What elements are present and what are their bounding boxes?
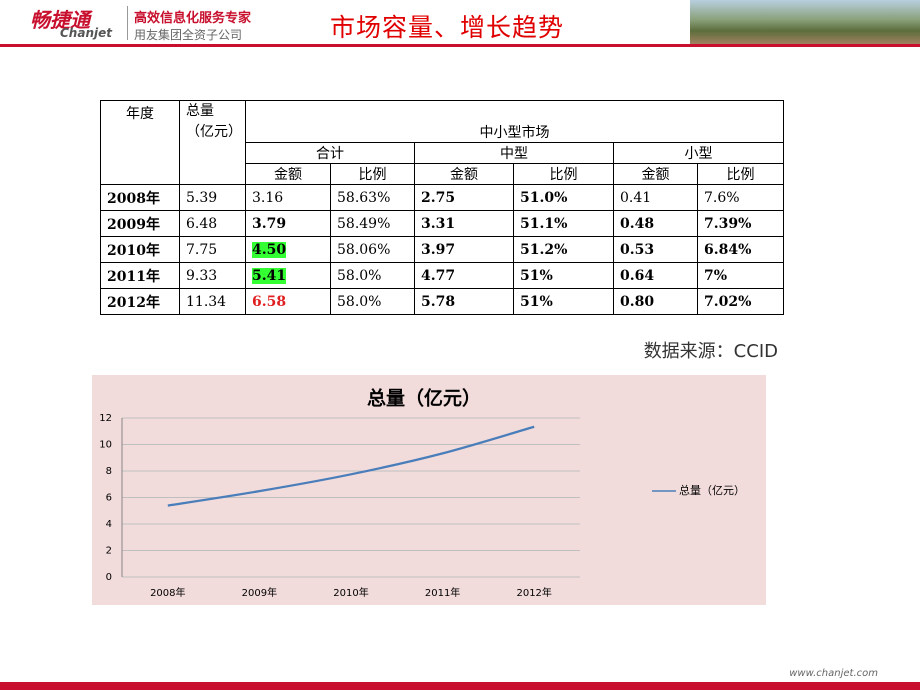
header-cell: 年度 bbox=[100, 100, 180, 185]
table-cell: 51% bbox=[513, 288, 614, 315]
y-tick-label: 6 bbox=[106, 493, 112, 504]
table-cell: 51.1% bbox=[513, 210, 614, 237]
highlight: 5.41 bbox=[252, 267, 287, 284]
table-cell: 7.75 bbox=[179, 236, 246, 263]
slogan: 高效信息化服务专家 bbox=[134, 11, 252, 26]
source-note: 数据来源：CCID bbox=[643, 341, 778, 362]
table-cell: 0.80 bbox=[613, 288, 698, 315]
table-row: 2011年 9.33 5.41 58.0% 4.77 51% 0.64 7% bbox=[100, 262, 784, 289]
table-cell: 9.33 bbox=[179, 262, 246, 289]
x-tick-label: 2009年 bbox=[242, 586, 277, 599]
table-cell: 6.58 bbox=[245, 288, 331, 315]
logo-cn: 畅捷通 bbox=[30, 8, 90, 32]
x-tick-label: 2010年 bbox=[333, 586, 368, 599]
footer-bar bbox=[0, 682, 920, 690]
table-cell: 51.0% bbox=[513, 184, 614, 211]
y-tick-label: 2 bbox=[106, 546, 112, 557]
header-cell: 中小型市场 bbox=[245, 100, 784, 143]
table-row: 金额 比例 金额 比例 金额 比例 bbox=[101, 163, 784, 185]
y-tick-label: 10 bbox=[99, 440, 112, 451]
slide-title: 市场容量、增长趋势 bbox=[330, 13, 565, 42]
divider bbox=[127, 6, 128, 40]
y-tick-label: 4 bbox=[106, 519, 112, 530]
table-cell: 3.79 bbox=[245, 210, 331, 237]
highlight: 4.50 bbox=[252, 241, 287, 258]
table-cell: 7% bbox=[697, 262, 784, 289]
table-cell: 11.34 bbox=[179, 288, 246, 315]
y-tick-label: 8 bbox=[106, 466, 112, 477]
table-cell: 0.41 bbox=[613, 184, 698, 211]
table-row: 合计 中型 小型 bbox=[101, 142, 784, 164]
table-cell: 3.31 bbox=[414, 210, 514, 237]
header-cell: 总量（亿元） bbox=[179, 100, 246, 185]
table-row: 2012年 11.34 6.58 58.0% 5.78 51% 0.80 7.02% bbox=[100, 288, 784, 315]
x-tick-label: 2011年 bbox=[425, 586, 460, 599]
table-cell: 2009年 bbox=[100, 210, 180, 237]
x-tick-label: 2012年 bbox=[516, 586, 551, 599]
header-photo bbox=[690, 0, 920, 44]
table-cell: 51% bbox=[513, 262, 614, 289]
x-tick-label: 2008年 bbox=[150, 586, 185, 599]
series-line bbox=[167, 425, 535, 507]
chart-background bbox=[92, 375, 766, 605]
table-row: 年度 总量（亿元） 中小型市场 bbox=[100, 100, 784, 185]
table-cell: 0.48 bbox=[613, 210, 698, 237]
table-cell: 2.75 bbox=[414, 184, 514, 211]
chart-title: 总量（亿元） bbox=[367, 387, 481, 410]
y-tick-label: 0 bbox=[106, 572, 112, 583]
header-cell: 合计 bbox=[245, 142, 415, 164]
header-cell: 金额 bbox=[613, 163, 698, 185]
table-cell: 0.53 bbox=[613, 236, 698, 263]
table-cell: 58.0% bbox=[330, 288, 415, 315]
header-rule bbox=[0, 44, 920, 47]
y-tick-label: 12 bbox=[99, 413, 112, 424]
legend-label: 总量（亿元） bbox=[679, 483, 745, 497]
table-cell: 2011年 bbox=[100, 262, 180, 289]
table-cell: 6.48 bbox=[179, 210, 246, 237]
table-cell: 7.39% bbox=[697, 210, 784, 237]
table-row: 2009年 6.48 3.79 58.49% 3.31 51.1% 0.48 7.39% bbox=[100, 210, 784, 237]
table-cell: 4.77 bbox=[414, 262, 514, 289]
table-cell: 5.41 bbox=[245, 262, 331, 289]
data-table: 年度 总量（亿元） 中小型市场 合计 中型 小型 金额 比例 金额 比例 金额 比例 2008年 5.39… bbox=[100, 100, 784, 315]
table-cell: 7.02% bbox=[697, 288, 784, 315]
table-cell: 3.16 bbox=[245, 184, 331, 211]
logo-en: Chanjet bbox=[60, 26, 112, 40]
subtitle: 用友集团全资子公司 bbox=[134, 28, 243, 42]
table-cell: 58.06% bbox=[330, 236, 415, 263]
table-row: 2010年 7.75 4.50 58.06% 3.97 51.2% 0.53 6.84% bbox=[100, 236, 784, 263]
footer-url: www.chanjet.com bbox=[789, 668, 878, 679]
table-cell: 4.50 bbox=[245, 236, 331, 263]
